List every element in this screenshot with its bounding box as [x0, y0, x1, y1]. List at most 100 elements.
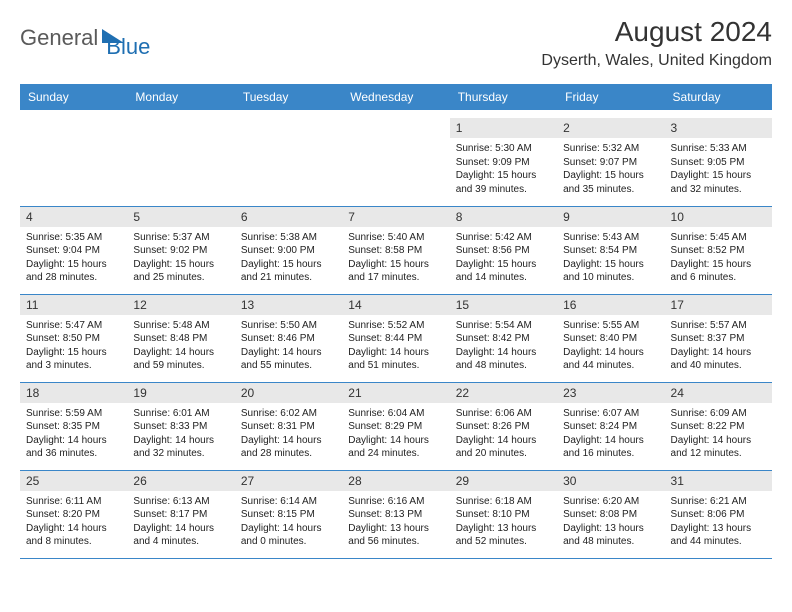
day-details: Sunrise: 5:33 AMSunset: 9:05 PMDaylight:… [665, 138, 772, 200]
sunset-line: Sunset: 8:24 PM [563, 420, 658, 434]
sunset-line: Sunset: 8:06 PM [671, 508, 766, 522]
sunset-line: Sunset: 8:29 PM [348, 420, 443, 434]
daylight-line-1: Daylight: 14 hours [133, 522, 228, 536]
day-details: Sunrise: 6:14 AMSunset: 8:15 PMDaylight:… [235, 491, 342, 553]
daylight-line-2: and 10 minutes. [563, 271, 658, 285]
day-details: Sunrise: 5:37 AMSunset: 9:02 PMDaylight:… [127, 227, 234, 289]
week-row: 4Sunrise: 5:35 AMSunset: 9:04 PMDaylight… [20, 206, 772, 294]
day-cell-31: 31Sunrise: 6:21 AMSunset: 8:06 PMDayligh… [665, 470, 772, 558]
sunset-line: Sunset: 8:42 PM [456, 332, 551, 346]
day-number: 26 [127, 471, 234, 491]
daylight-line-2: and 56 minutes. [348, 535, 443, 549]
weekday-thursday: Thursday [450, 84, 557, 110]
sunrise-line: Sunrise: 6:14 AM [241, 495, 336, 509]
sunrise-line: Sunrise: 5:32 AM [563, 142, 658, 156]
day-cell-4: 4Sunrise: 5:35 AMSunset: 9:04 PMDaylight… [20, 206, 127, 294]
sunset-line: Sunset: 9:07 PM [563, 156, 658, 170]
sunset-line: Sunset: 8:17 PM [133, 508, 228, 522]
day-cell-21: 21Sunrise: 6:04 AMSunset: 8:29 PMDayligh… [342, 382, 449, 470]
daylight-line-2: and 16 minutes. [563, 447, 658, 461]
day-cell-18: 18Sunrise: 5:59 AMSunset: 8:35 PMDayligh… [20, 382, 127, 470]
day-number: 1 [450, 118, 557, 138]
sunrise-line: Sunrise: 5:59 AM [26, 407, 121, 421]
day-cell-29: 29Sunrise: 6:18 AMSunset: 8:10 PMDayligh… [450, 470, 557, 558]
day-details: Sunrise: 6:07 AMSunset: 8:24 PMDaylight:… [557, 403, 664, 465]
daylight-line-2: and 3 minutes. [26, 359, 121, 373]
day-details: Sunrise: 6:01 AMSunset: 8:33 PMDaylight:… [127, 403, 234, 465]
empty-cell [127, 118, 234, 206]
day-number: 25 [20, 471, 127, 491]
sunrise-line: Sunrise: 6:04 AM [348, 407, 443, 421]
sunrise-line: Sunrise: 5:30 AM [456, 142, 551, 156]
sunrise-line: Sunrise: 6:20 AM [563, 495, 658, 509]
day-details: Sunrise: 5:52 AMSunset: 8:44 PMDaylight:… [342, 315, 449, 377]
day-cell-27: 27Sunrise: 6:14 AMSunset: 8:15 PMDayligh… [235, 470, 342, 558]
day-details: Sunrise: 5:57 AMSunset: 8:37 PMDaylight:… [665, 315, 772, 377]
day-number: 27 [235, 471, 342, 491]
day-cell-14: 14Sunrise: 5:52 AMSunset: 8:44 PMDayligh… [342, 294, 449, 382]
day-number: 8 [450, 207, 557, 227]
day-details: Sunrise: 5:55 AMSunset: 8:40 PMDaylight:… [557, 315, 664, 377]
day-number: 30 [557, 471, 664, 491]
day-details: Sunrise: 5:35 AMSunset: 9:04 PMDaylight:… [20, 227, 127, 289]
day-details: Sunrise: 5:30 AMSunset: 9:09 PMDaylight:… [450, 138, 557, 200]
week-row: 1Sunrise: 5:30 AMSunset: 9:09 PMDaylight… [20, 118, 772, 206]
sunrise-line: Sunrise: 6:01 AM [133, 407, 228, 421]
week-row: 18Sunrise: 5:59 AMSunset: 8:35 PMDayligh… [20, 382, 772, 470]
day-number: 18 [20, 383, 127, 403]
title-block: August 2024 Dyserth, Wales, United Kingd… [541, 16, 772, 70]
daylight-line-1: Daylight: 15 hours [241, 258, 336, 272]
daylight-line-2: and 44 minutes. [671, 535, 766, 549]
weekday-wednesday: Wednesday [342, 84, 449, 110]
logo-text-blue: Blue [106, 34, 150, 60]
daylight-line-1: Daylight: 15 hours [563, 169, 658, 183]
day-number: 15 [450, 295, 557, 315]
day-cell-25: 25Sunrise: 6:11 AMSunset: 8:20 PMDayligh… [20, 470, 127, 558]
week-row: 11Sunrise: 5:47 AMSunset: 8:50 PMDayligh… [20, 294, 772, 382]
daylight-line-2: and 59 minutes. [133, 359, 228, 373]
day-details: Sunrise: 5:42 AMSunset: 8:56 PMDaylight:… [450, 227, 557, 289]
day-number: 4 [20, 207, 127, 227]
sunrise-line: Sunrise: 5:54 AM [456, 319, 551, 333]
daylight-line-1: Daylight: 14 hours [133, 346, 228, 360]
day-details: Sunrise: 6:11 AMSunset: 8:20 PMDaylight:… [20, 491, 127, 553]
location: Dyserth, Wales, United Kingdom [541, 52, 772, 70]
daylight-line-2: and 17 minutes. [348, 271, 443, 285]
sunrise-line: Sunrise: 6:16 AM [348, 495, 443, 509]
day-number: 19 [127, 383, 234, 403]
daylight-line-1: Daylight: 14 hours [348, 434, 443, 448]
day-number: 11 [20, 295, 127, 315]
day-number: 22 [450, 383, 557, 403]
daylight-line-1: Daylight: 15 hours [456, 258, 551, 272]
daylight-line-1: Daylight: 15 hours [348, 258, 443, 272]
daylight-line-2: and 8 minutes. [26, 535, 121, 549]
daylight-line-1: Daylight: 15 hours [26, 258, 121, 272]
daylight-line-1: Daylight: 14 hours [671, 434, 766, 448]
day-details: Sunrise: 6:09 AMSunset: 8:22 PMDaylight:… [665, 403, 772, 465]
sunset-line: Sunset: 8:26 PM [456, 420, 551, 434]
daylight-line-2: and 48 minutes. [456, 359, 551, 373]
sunset-line: Sunset: 8:13 PM [348, 508, 443, 522]
day-details: Sunrise: 6:20 AMSunset: 8:08 PMDaylight:… [557, 491, 664, 553]
sunset-line: Sunset: 9:04 PM [26, 244, 121, 258]
day-number: 31 [665, 471, 772, 491]
sunset-line: Sunset: 8:10 PM [456, 508, 551, 522]
sunrise-line: Sunrise: 6:07 AM [563, 407, 658, 421]
daylight-line-1: Daylight: 14 hours [671, 346, 766, 360]
daylight-line-2: and 14 minutes. [456, 271, 551, 285]
daylight-line-2: and 28 minutes. [241, 447, 336, 461]
sunrise-line: Sunrise: 5:48 AM [133, 319, 228, 333]
day-details: Sunrise: 5:38 AMSunset: 9:00 PMDaylight:… [235, 227, 342, 289]
sunrise-line: Sunrise: 5:57 AM [671, 319, 766, 333]
day-number: 10 [665, 207, 772, 227]
day-details: Sunrise: 5:40 AMSunset: 8:58 PMDaylight:… [342, 227, 449, 289]
daylight-line-1: Daylight: 14 hours [563, 434, 658, 448]
sunset-line: Sunset: 8:56 PM [456, 244, 551, 258]
sunrise-line: Sunrise: 5:55 AM [563, 319, 658, 333]
day-cell-30: 30Sunrise: 6:20 AMSunset: 8:08 PMDayligh… [557, 470, 664, 558]
logo-text-gray: General [20, 25, 98, 51]
daylight-line-1: Daylight: 14 hours [456, 434, 551, 448]
sunset-line: Sunset: 8:15 PM [241, 508, 336, 522]
sunrise-line: Sunrise: 6:21 AM [671, 495, 766, 509]
daylight-line-2: and 6 minutes. [671, 271, 766, 285]
